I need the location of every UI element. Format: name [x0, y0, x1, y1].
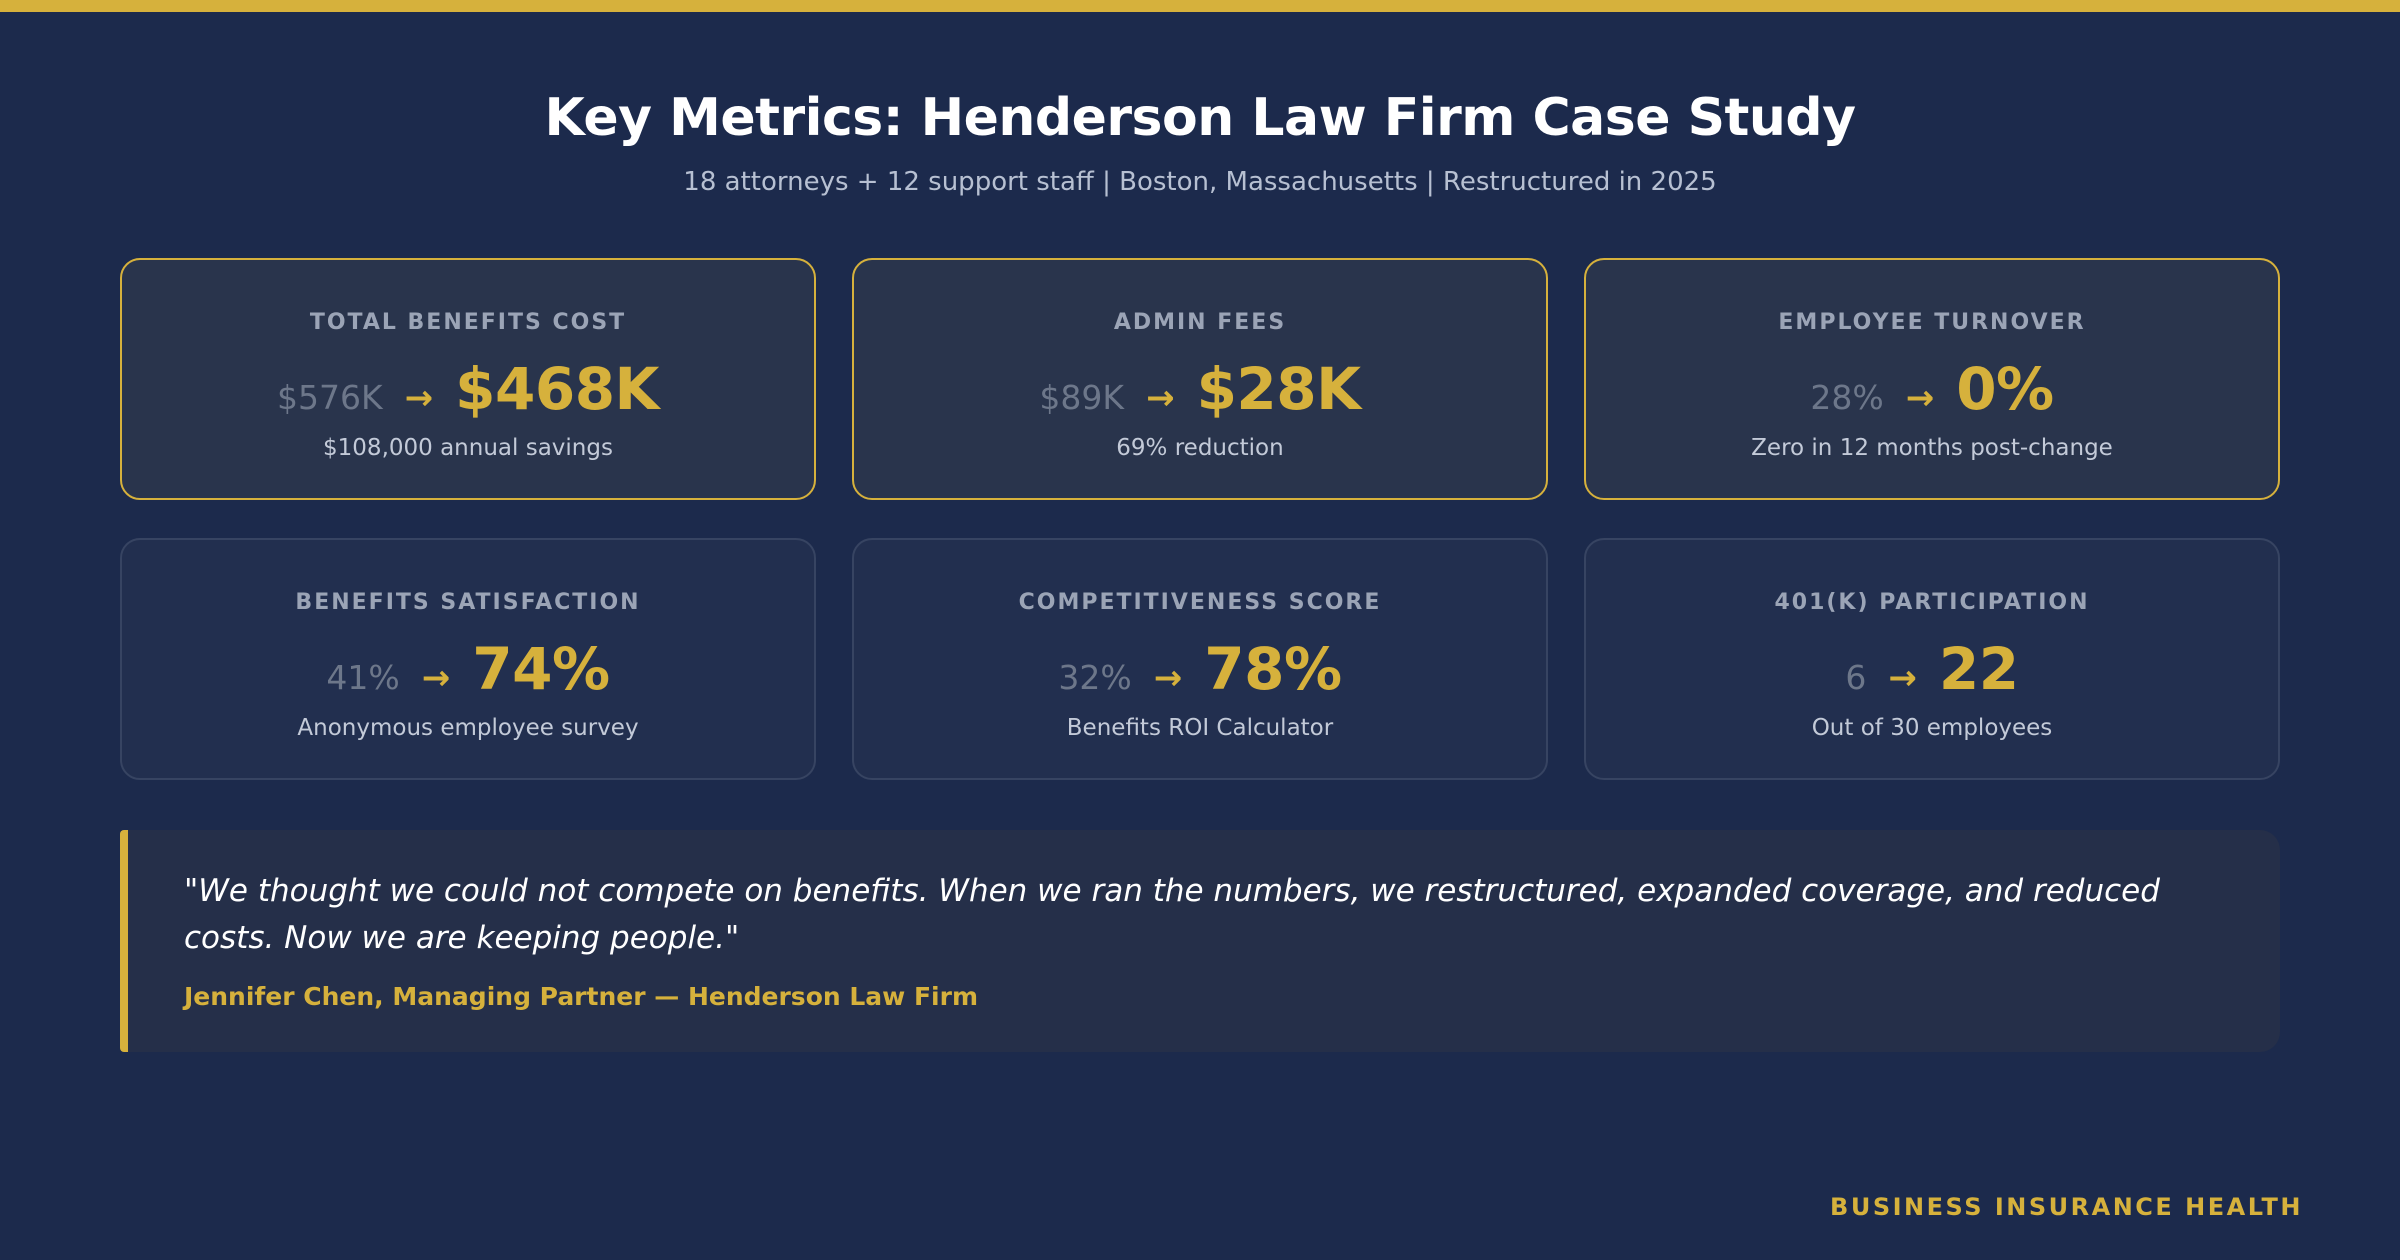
metric-note: Zero in 12 months post-change: [1751, 435, 2113, 461]
metric-to-value: $468K: [455, 355, 659, 423]
metrics-grid: TOTAL BENEFITS COST $576K → $468K $108,0…: [120, 258, 2280, 780]
metric-card-401k-participation: 401(K) PARTICIPATION 6 → 22 Out of 30 em…: [1584, 538, 2280, 780]
metric-note: Benefits ROI Calculator: [1066, 715, 1334, 741]
metric-note: $108,000 annual savings: [323, 435, 613, 461]
right-arrow-icon: →: [404, 378, 434, 418]
metric-label: TOTAL BENEFITS COST: [309, 310, 627, 335]
quote-text: "We thought we could not compete on bene…: [184, 873, 2160, 956]
metric-values: $576K → $468K: [122, 354, 814, 424]
metric-from-value: 41%: [326, 658, 400, 697]
right-arrow-icon: →: [1153, 658, 1183, 698]
quote-author: Jennifer Chen, Managing Partner — Hender…: [184, 982, 978, 1011]
page-subtitle: 18 attorneys + 12 support staff | Boston…: [683, 167, 1717, 197]
metric-label: BENEFITS SATISFACTION: [295, 590, 641, 615]
right-arrow-icon: →: [421, 658, 451, 698]
metric-label: 401(K) PARTICIPATION: [1774, 590, 2090, 615]
metric-label: ADMIN FEES: [1113, 310, 1287, 335]
right-arrow-icon: →: [1905, 378, 1935, 418]
right-arrow-icon: →: [1888, 658, 1917, 698]
metric-card-employee-turnover: EMPLOYEE TURNOVER 28% → 0% Zero in 12 mo…: [1584, 258, 2280, 500]
metric-values: 28% → 0%: [1586, 354, 2278, 424]
header: Key Metrics: Henderson Law Firm Case Stu…: [0, 84, 2400, 200]
metric-from-value: 32%: [1058, 658, 1132, 697]
metric-from-value: 6: [1845, 658, 1867, 697]
metric-values: $89K → $28K: [854, 354, 1546, 424]
metric-values: 32% → 78%: [854, 634, 1546, 704]
top-accent-bar: [0, 0, 2400, 12]
page-title: Key Metrics: Henderson Law Firm Case Stu…: [544, 88, 1856, 148]
metric-card-competitiveness-score: COMPETITIVENESS SCORE 32% → 78% Benefits…: [852, 538, 1548, 780]
metric-to-value: 74%: [472, 635, 610, 703]
testimonial-quote: "We thought we could not compete on bene…: [120, 830, 2280, 1052]
metric-label: COMPETITIVENESS SCORE: [1018, 590, 1382, 615]
metric-to-value: $28K: [1196, 355, 1362, 423]
metric-card-admin-fees: ADMIN FEES $89K → $28K 69% reduction: [852, 258, 1548, 500]
metric-note: 69% reduction: [1116, 435, 1284, 461]
metric-from-value: $89K: [1039, 378, 1125, 417]
metric-to-value: 78%: [1204, 635, 1342, 703]
metric-note: Out of 30 employees: [1811, 715, 2053, 741]
right-arrow-icon: →: [1146, 378, 1175, 418]
metric-to-value: 22: [1938, 635, 2019, 703]
metric-label: EMPLOYEE TURNOVER: [1778, 310, 2086, 335]
metric-from-value: $576K: [277, 378, 383, 417]
metric-note: Anonymous employee survey: [297, 715, 639, 741]
metric-card-total-benefits-cost: TOTAL BENEFITS COST $576K → $468K $108,0…: [120, 258, 816, 500]
metric-values: 6 → 22: [1586, 634, 2278, 704]
metric-values: 41% → 74%: [122, 634, 814, 704]
metric-to-value: 0%: [1956, 355, 2054, 423]
brand-footer: BUSINESS INSURANCE HEALTH: [1830, 1193, 2303, 1221]
metric-card-benefits-satisfaction: BENEFITS SATISFACTION 41% → 74% Anonymou…: [120, 538, 816, 780]
metric-from-value: 28%: [1810, 378, 1884, 417]
